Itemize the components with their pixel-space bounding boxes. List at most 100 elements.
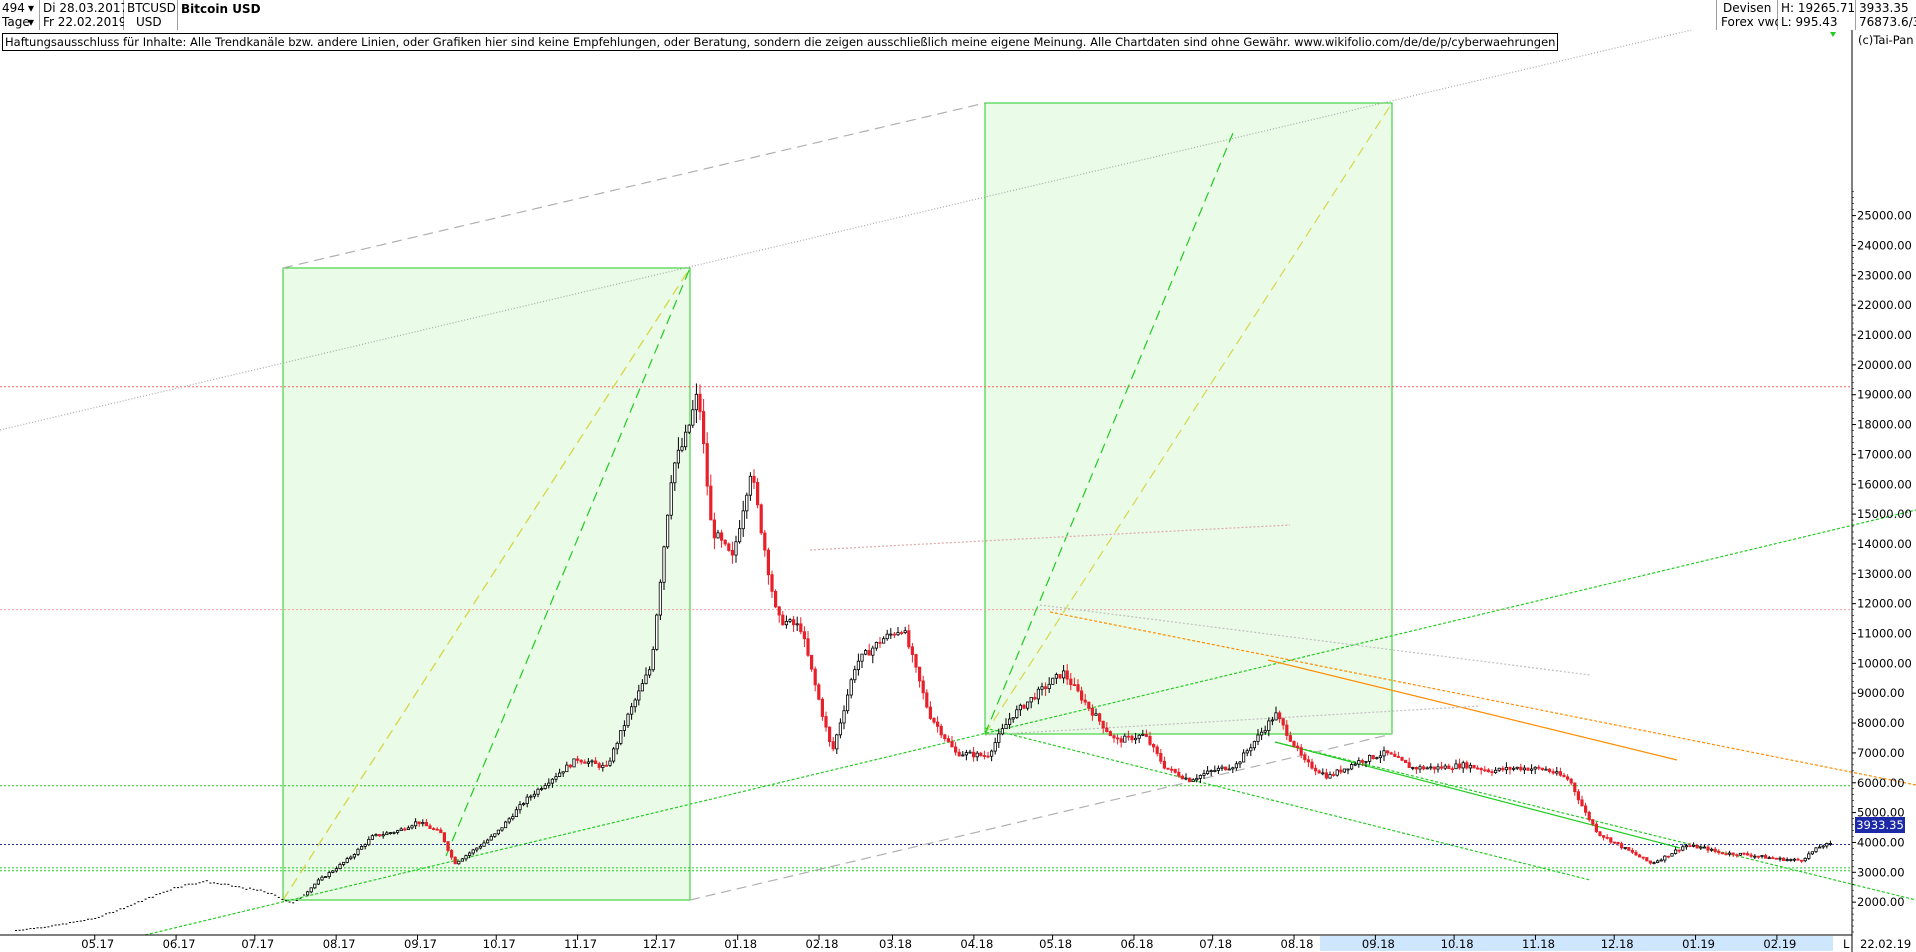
candle-body bbox=[1220, 766, 1224, 769]
x-tick-label: 12.18 bbox=[1601, 937, 1634, 951]
candle-body bbox=[1267, 720, 1271, 731]
candle-body bbox=[536, 788, 540, 795]
copyright-label: (c)Tai-Pan bbox=[1858, 33, 1914, 47]
candle-body bbox=[774, 590, 778, 608]
candle-body bbox=[950, 741, 954, 748]
candle-body bbox=[356, 848, 360, 855]
candle-body bbox=[1004, 724, 1008, 730]
candle-body bbox=[388, 832, 393, 835]
candle-body bbox=[1738, 852, 1742, 856]
candle-body bbox=[694, 393, 699, 411]
candle-body bbox=[954, 746, 958, 753]
candle-body bbox=[1530, 768, 1534, 771]
candle-body bbox=[525, 796, 529, 804]
candle-body bbox=[738, 528, 742, 543]
candle-body bbox=[1728, 852, 1732, 855]
candle-body bbox=[986, 755, 990, 758]
x-tick-label: 07.17 bbox=[241, 937, 274, 951]
candle-body bbox=[1072, 684, 1076, 687]
candle-body bbox=[633, 699, 637, 708]
candle-body bbox=[885, 633, 889, 640]
candle-body bbox=[406, 827, 411, 830]
candle-body bbox=[1814, 847, 1818, 853]
candle-body bbox=[1458, 763, 1462, 769]
candle-body bbox=[1778, 857, 1782, 860]
candle-body bbox=[1450, 768, 1454, 771]
candle-body bbox=[997, 733, 1001, 743]
downtrend-solid-green bbox=[1274, 741, 1681, 849]
candle-body bbox=[568, 764, 573, 768]
candle-body bbox=[824, 716, 828, 728]
y-tick-label: 19000.00 bbox=[1857, 388, 1912, 402]
candle-body bbox=[547, 782, 551, 786]
candle-body bbox=[925, 692, 929, 708]
x-tick-label: 05.18 bbox=[1039, 937, 1072, 951]
y-tick-label: 9000.00 bbox=[1857, 686, 1905, 700]
candle-body bbox=[957, 751, 961, 757]
candle-body bbox=[939, 725, 943, 736]
header-count-cell[interactable]: 494 ▾ Tage ▾ bbox=[0, 0, 40, 30]
candle-body bbox=[853, 669, 857, 681]
candle-body bbox=[918, 666, 922, 682]
candle-body bbox=[460, 858, 465, 862]
candle-body bbox=[1116, 737, 1120, 740]
candle-body bbox=[1314, 767, 1318, 772]
candle-body bbox=[1749, 854, 1753, 857]
upper-channel-dashed bbox=[282, 102, 986, 269]
candle-body bbox=[1425, 767, 1429, 770]
candle-body bbox=[1602, 835, 1606, 838]
candle-body bbox=[640, 683, 645, 692]
candle-body bbox=[334, 868, 339, 872]
candle-body bbox=[748, 475, 753, 496]
candle-body bbox=[709, 485, 713, 521]
candle-body bbox=[403, 828, 407, 831]
candle-body bbox=[485, 839, 490, 844]
candle-body bbox=[313, 883, 317, 889]
candle-body bbox=[1278, 712, 1282, 720]
header-symbol-cell: BTCUSD USD bbox=[124, 0, 178, 30]
candle-body bbox=[979, 752, 983, 756]
x-tick-label: 10.18 bbox=[1441, 937, 1474, 951]
candle-body bbox=[831, 741, 835, 750]
candle-body bbox=[630, 706, 634, 715]
candle-body bbox=[1195, 777, 1199, 781]
candle-body bbox=[522, 803, 526, 805]
candle-body bbox=[478, 845, 483, 849]
candle-body bbox=[871, 647, 875, 656]
candle-body bbox=[1512, 767, 1516, 770]
candle-body bbox=[1443, 765, 1447, 769]
candle-body bbox=[543, 785, 547, 789]
candle-body bbox=[680, 446, 684, 451]
candle-body bbox=[1800, 859, 1804, 862]
candle-body bbox=[990, 750, 994, 757]
candle-body bbox=[1717, 851, 1721, 854]
candle-body bbox=[1436, 766, 1440, 770]
candle-body bbox=[493, 833, 497, 837]
candle-body bbox=[838, 722, 843, 736]
candle-body bbox=[619, 729, 623, 744]
candle-body bbox=[1296, 745, 1300, 749]
dropdown-arrow-icon[interactable]: ▾ bbox=[28, 1, 35, 15]
period-label: Tage bbox=[2, 15, 30, 29]
candle-body bbox=[792, 619, 796, 626]
candle-body bbox=[1393, 753, 1397, 757]
dropdown-arrow-icon[interactable]: ▾ bbox=[28, 15, 35, 29]
axis-corner-label[interactable]: L bbox=[1843, 937, 1850, 951]
candle-body bbox=[637, 690, 641, 701]
candle-body bbox=[910, 646, 915, 655]
candle-body bbox=[1623, 847, 1627, 849]
candle-body bbox=[1659, 859, 1663, 862]
candle-body bbox=[1026, 701, 1030, 709]
candle-body bbox=[907, 630, 911, 648]
candle-body bbox=[1490, 771, 1494, 774]
candle-body bbox=[1213, 770, 1217, 772]
candle-body bbox=[655, 614, 659, 650]
candle-body bbox=[594, 760, 598, 764]
x-tick-label: 04.18 bbox=[960, 937, 993, 951]
candle-body bbox=[1688, 845, 1692, 848]
candle-body bbox=[1303, 754, 1307, 761]
candle-body bbox=[1101, 720, 1105, 729]
candle-body bbox=[698, 393, 702, 412]
candle-body bbox=[1576, 791, 1580, 801]
candle-body bbox=[349, 856, 353, 859]
